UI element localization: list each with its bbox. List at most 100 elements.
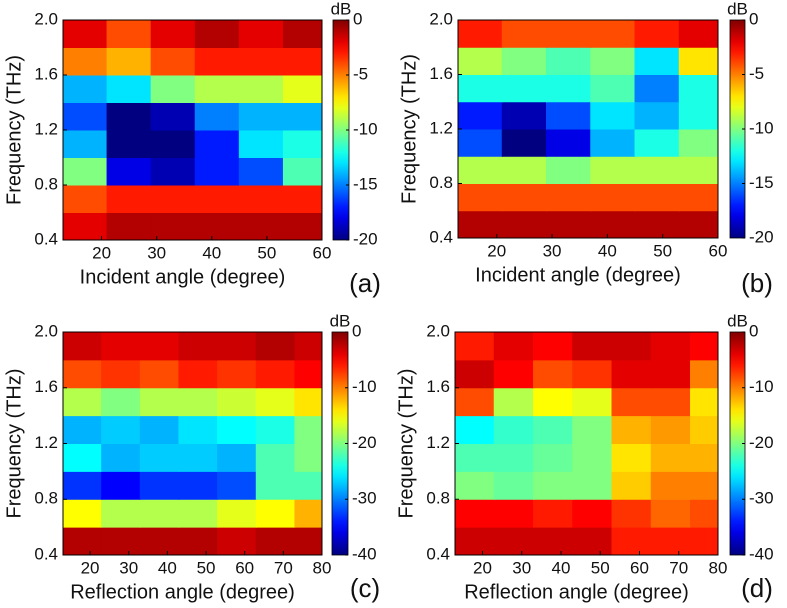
heatmap-cell (106, 20, 152, 48)
y-tick-label: 1.2 (429, 118, 453, 137)
x-tick-label: 40 (598, 241, 617, 260)
heatmap-cell (63, 129, 108, 158)
heatmap-cell (255, 470, 296, 500)
heatmap-cell (678, 74, 718, 103)
heatmap-cell (533, 415, 574, 444)
heatmap-cell (611, 470, 652, 500)
heatmap-cell (690, 332, 718, 361)
x-tick-label: 30 (147, 243, 166, 262)
heatmap-cell (255, 526, 296, 555)
x-tick-label: 50 (197, 558, 216, 577)
heatmap-cell (455, 498, 495, 528)
heatmap-cell (150, 20, 196, 48)
heatmap-cell (101, 526, 141, 555)
x-tick-label: 60 (630, 558, 649, 577)
heatmap-cell (590, 155, 636, 184)
heatmap-cell (572, 470, 613, 500)
heatmap-cell (63, 526, 103, 555)
heatmap-cell (63, 20, 108, 48)
heatmap-cell (634, 46, 680, 75)
heatmap-cell (255, 387, 296, 417)
heatmap-cell (178, 359, 219, 389)
heatmap-cell (533, 332, 574, 361)
heatmap-cell (178, 470, 219, 500)
heatmap-cell (282, 102, 322, 131)
heatmap-cell (533, 387, 574, 417)
heatmap-cell (217, 415, 257, 444)
heatmap-cell (150, 74, 196, 103)
heatmap-cell (238, 102, 284, 131)
x-axis-label: Incident angle (degree) (80, 266, 286, 288)
colorbar-tick-label: -20 (749, 227, 774, 246)
heatmap-cell (678, 210, 718, 238)
x-tick-label: 70 (669, 558, 688, 577)
heatmap-cell (458, 101, 503, 130)
heatmap-cell (139, 498, 180, 528)
heatmap-cell (690, 359, 718, 389)
heatmap-cell (101, 498, 141, 528)
heatmap-cell (282, 129, 322, 158)
x-tick-label: 50 (653, 241, 672, 260)
y-tick-label: 1.6 (426, 377, 450, 396)
heatmap-cell (139, 526, 180, 555)
heatmap-cell (294, 359, 322, 389)
heatmap-cell (238, 74, 284, 103)
colorbar-label: dB (330, 311, 351, 330)
heatmap-cell (106, 47, 152, 76)
y-tick-label: 2.0 (34, 321, 58, 340)
colorbar-tick-label: 0 (749, 321, 758, 340)
colorbar-tick-label: 0 (352, 321, 361, 340)
x-tick-label: 40 (158, 558, 177, 577)
heatmap-cell (178, 387, 219, 417)
y-tick-label: 0.4 (429, 227, 453, 246)
heatmap-cell (572, 415, 613, 444)
heatmap-cell (217, 470, 257, 500)
heatmap-cell (493, 332, 535, 361)
heatmap-cell (611, 415, 652, 444)
heatmap-cell (194, 20, 240, 48)
heatmap-cell (238, 157, 284, 186)
heatmap-cell (217, 498, 257, 528)
heatmap-cell (282, 184, 322, 213)
heatmap-cell (501, 155, 548, 184)
heatmap-cell (101, 443, 141, 472)
heatmap-cell (282, 47, 322, 76)
heatmap-cell (150, 212, 196, 240)
heatmap-cell (63, 212, 108, 240)
heatmap-cell (455, 332, 495, 361)
heatmap-cell (178, 498, 219, 528)
heatmap-cell (690, 526, 718, 555)
panel-label: (b) (741, 268, 773, 298)
heatmap-cell (63, 157, 108, 186)
heatmap-cell (194, 157, 240, 186)
heatmap-cell (501, 101, 548, 130)
panel-label: (a) (349, 268, 381, 298)
heatmap-cell (294, 470, 322, 500)
heatmap-cell (634, 74, 680, 103)
heatmap-cell (546, 128, 592, 157)
heatmap-cell (106, 184, 152, 213)
colorbar-tick-label: -20 (353, 229, 378, 248)
heatmap-cell (217, 526, 257, 555)
heatmap-cell (458, 128, 503, 157)
heatmap-cell (501, 183, 548, 212)
panel-label: (d) (741, 573, 773, 603)
heatmap-cell (493, 526, 535, 555)
heatmap-cell (611, 359, 652, 389)
heatmap-cell (572, 359, 613, 389)
heatmap-cell (493, 387, 535, 417)
y-tick-label: 0.8 (34, 489, 58, 508)
heatmap-cell (178, 415, 219, 444)
x-tick-label: 30 (512, 558, 531, 577)
y-tick-label: 1.6 (34, 377, 58, 396)
colorbar-label: dB (331, 0, 352, 18)
heatmap-cell (611, 332, 652, 361)
heatmap-cell (178, 526, 219, 555)
heatmap-cell (139, 359, 180, 389)
heatmap-cell (590, 183, 636, 212)
x-tick-label: 40 (552, 558, 571, 577)
heatmap-cell (63, 102, 108, 131)
heatmap-cell (546, 46, 592, 75)
y-tick-label: 0.4 (426, 544, 450, 563)
